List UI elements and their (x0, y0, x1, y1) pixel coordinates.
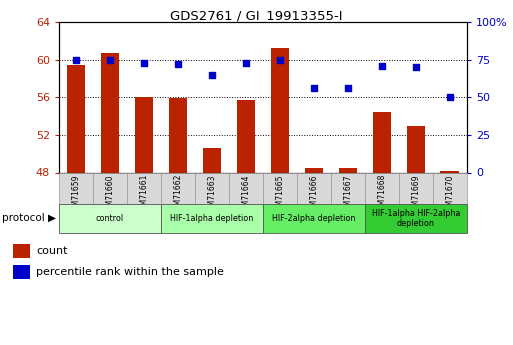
Text: GSM71664: GSM71664 (242, 174, 250, 216)
Text: GSM71667: GSM71667 (343, 174, 352, 216)
Bar (127, 172, 161, 204)
Point (276, 57, 284, 63)
Bar (13, 244, 30, 258)
Bar (59, 172, 93, 204)
Text: GSM71666: GSM71666 (309, 174, 319, 216)
Bar (441, 171, 459, 172)
Text: GSM71665: GSM71665 (275, 174, 284, 216)
Bar (236, 100, 255, 172)
Text: GSM71663: GSM71663 (207, 174, 216, 216)
Bar (263, 204, 365, 233)
Bar (372, 111, 391, 172)
Point (344, 86, 352, 91)
Point (412, 65, 420, 70)
Bar (161, 204, 263, 233)
Bar (59, 204, 161, 233)
Point (72, 57, 80, 63)
Text: GSM71661: GSM71661 (140, 174, 148, 215)
Bar (67, 65, 85, 172)
Bar (406, 126, 425, 172)
Point (208, 72, 216, 78)
Point (174, 62, 182, 67)
Text: control: control (96, 214, 124, 223)
Point (242, 60, 250, 66)
Bar (13, 265, 30, 279)
Bar (195, 172, 229, 204)
Bar (203, 148, 221, 172)
Bar (101, 53, 120, 172)
Bar (433, 172, 467, 204)
Bar (339, 168, 357, 172)
Text: HIF-1alpha HIF-2alpha
depletion: HIF-1alpha HIF-2alpha depletion (371, 208, 460, 228)
Point (106, 57, 114, 63)
Text: GSM71660: GSM71660 (106, 174, 114, 216)
Bar (229, 172, 263, 204)
Text: GSM71662: GSM71662 (173, 174, 183, 215)
Text: HIF-2alpha depletion: HIF-2alpha depletion (272, 214, 356, 223)
Point (310, 86, 318, 91)
Text: percentile rank within the sample: percentile rank within the sample (36, 267, 224, 277)
Bar (161, 172, 195, 204)
Bar (169, 98, 187, 172)
Bar (305, 168, 323, 172)
Bar (365, 172, 399, 204)
Bar (93, 172, 127, 204)
Bar (270, 48, 289, 172)
Text: GSM71670: GSM71670 (445, 174, 455, 216)
Bar (399, 172, 433, 204)
Text: GSM71659: GSM71659 (71, 174, 81, 216)
Point (140, 60, 148, 66)
Bar (134, 97, 153, 172)
Text: GDS2761 / GI_19913355-I: GDS2761 / GI_19913355-I (170, 9, 343, 22)
Text: protocol ▶: protocol ▶ (3, 213, 56, 223)
Bar (331, 172, 365, 204)
Text: HIF-1alpha depletion: HIF-1alpha depletion (170, 214, 253, 223)
Bar (263, 172, 297, 204)
Bar (297, 172, 331, 204)
Text: GSM71668: GSM71668 (378, 174, 386, 215)
Bar (365, 204, 467, 233)
Point (378, 63, 386, 69)
Text: GSM71669: GSM71669 (411, 174, 420, 216)
Text: count: count (36, 246, 68, 256)
Point (446, 95, 454, 100)
